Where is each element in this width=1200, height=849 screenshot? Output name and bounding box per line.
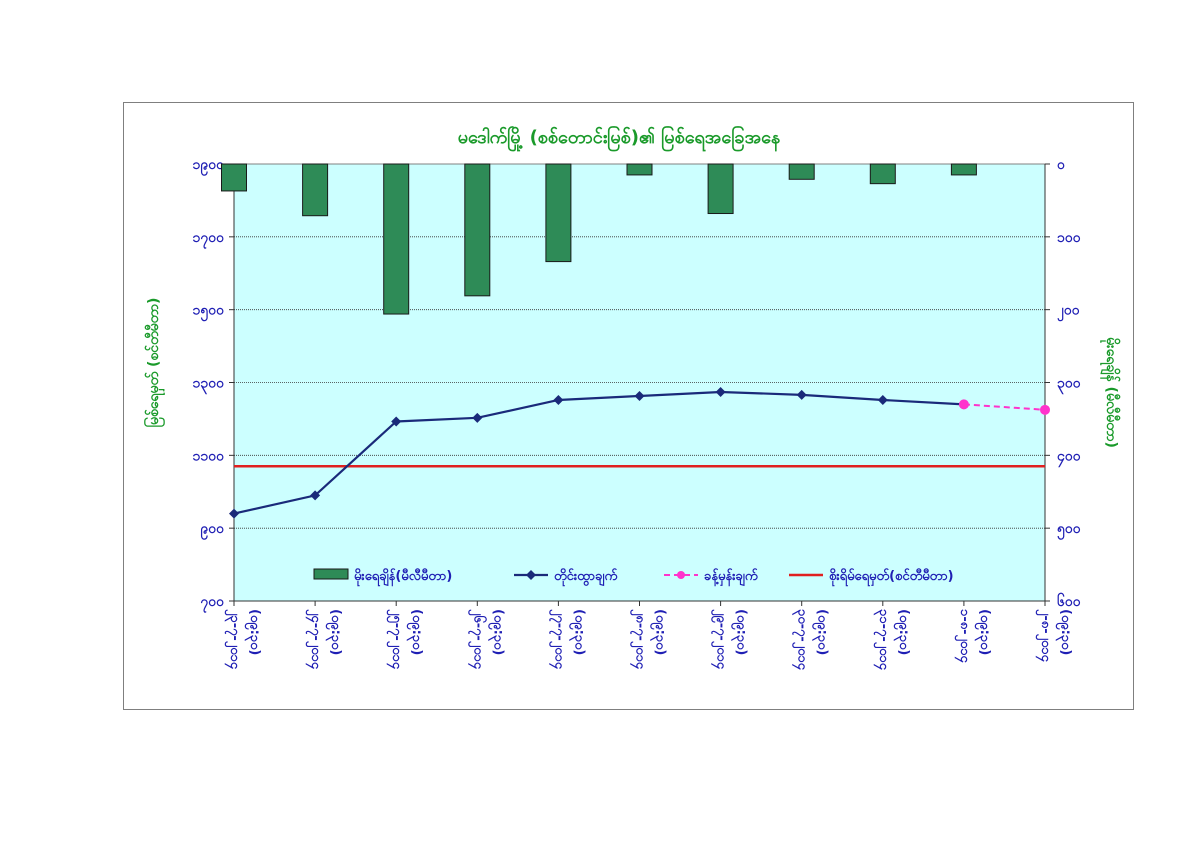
observed-point xyxy=(715,386,726,397)
y-right-tick-label: ၁၀၀ xyxy=(1057,230,1082,246)
y-right-tick-label: ၆၀၀ xyxy=(1057,593,1082,610)
y-left-tick-label: ၁၉၀၀ xyxy=(193,157,226,176)
y-left-tick-label: ၉၀၀ xyxy=(200,521,225,540)
y-right-tick-label: ၂၀၀ xyxy=(1057,303,1081,322)
y-right-axis-label: မိုးရေချိန် (မီလီမီတာ) xyxy=(1100,337,1120,448)
legend-swatch-rainfall xyxy=(313,568,349,580)
x-tick-time: (၀၉:၃၀) xyxy=(487,609,505,655)
legend-label: ခန့်မှန်းချက် xyxy=(704,567,758,587)
x-tick-time: (၀၉:၃၀) xyxy=(406,609,424,655)
y-right-tick-label: ၃၀၀ xyxy=(1057,376,1082,395)
y-left-tick-label: ၇၀၀ xyxy=(200,594,225,613)
forecast-point xyxy=(958,399,969,410)
rainfall-bar xyxy=(626,163,653,176)
rainfall-bar xyxy=(545,163,572,263)
rainfall-bar xyxy=(383,163,410,315)
x-tick-date: ၃၀-၇-၂၀၁၄ xyxy=(792,609,810,671)
observed-point xyxy=(634,390,645,401)
y-right-tick-label: ၄၀၀ xyxy=(1057,448,1082,467)
x-tick-time: (၀၉:၃၀) xyxy=(650,609,668,655)
y-right-tick-label: ၀ xyxy=(1057,157,1066,173)
x-tick-date: ၂၈-၇-၂၀၁၄ xyxy=(630,609,648,670)
observed-point xyxy=(877,394,888,405)
x-tick-time: (၀၉:၃၀) xyxy=(244,609,262,655)
y-right-tick-label: ၅၀၀ xyxy=(1057,521,1082,540)
plot-area xyxy=(233,163,1046,602)
legend-label: မိုးရေချိန်(မီလီမီတာ) xyxy=(354,567,452,587)
observed-point xyxy=(310,490,321,501)
rainfall-bar xyxy=(464,163,491,297)
chart-frame: မဒေါက်မြို့ (စစ်တောင်းမြစ်)၏ မြစ်ရေအခြေအ… xyxy=(123,102,1134,710)
observed-point xyxy=(391,416,402,427)
y-left-tick-label: ၁၃၀၀ xyxy=(193,376,226,395)
forecast-point xyxy=(1040,404,1050,415)
observed-point xyxy=(553,394,564,405)
x-tick-time: (၀၉:၃၀) xyxy=(731,609,749,655)
y-left-tick-label: ၁၁၀၀ xyxy=(193,448,226,464)
x-tick-time: (၀၉:၃၀) xyxy=(812,609,830,655)
x-tick-date: ၂၄-၇-၂၀၁၄ xyxy=(305,609,323,670)
rainfall-bar xyxy=(788,163,815,180)
x-tick-date: ၂၉-၇-၂၀၁၄ xyxy=(711,609,729,670)
rainfall-bar xyxy=(221,163,247,192)
x-tick-time: (၀၉:၃၀) xyxy=(893,609,911,655)
x-tick-date: ၁-၈-၂၀၁၄ xyxy=(954,609,972,664)
rainfall-bar xyxy=(869,163,896,185)
rainfall-bar xyxy=(302,163,329,217)
y-left-axis-label: မြစ်ရေမှတ် (စင်တီမီတာ) xyxy=(144,298,165,428)
y-left-tick-label: ၁၅၀၀ xyxy=(193,303,226,322)
chart-title: မဒေါက်မြို့ (စစ်တောင်းမြစ်)၏ မြစ်ရေအခြေအ… xyxy=(458,125,781,152)
x-tick-date: ၂၅-၇-၂၀၁၄ xyxy=(386,609,404,670)
observed-point xyxy=(229,508,239,519)
rainfall-bar xyxy=(707,163,734,215)
x-tick-time: (၀၉:၃၀) xyxy=(1055,609,1073,655)
x-tick-date: ၃၁-၇-၂၀၁၄ xyxy=(873,609,891,671)
legend-marker-observed xyxy=(526,570,536,580)
legend-label: တိုင်းထွာချက် xyxy=(554,567,617,587)
x-tick-date: ၂-၈-၂၀၁၄ xyxy=(1035,609,1053,663)
x-tick-date: ၂၃-၇-၂၀၁၄ xyxy=(224,609,242,670)
x-tick-time: (၀၉:၃၀) xyxy=(325,609,343,655)
rainfall-bar xyxy=(950,163,977,176)
y-left-tick-label: ၁၇၀၀ xyxy=(193,230,226,249)
observed-line xyxy=(233,390,964,515)
legend-label: စိုးရိမ်ရေမှတ်(စင်တီမီတာ) xyxy=(829,567,954,587)
x-tick-time: (၀၉:၃၀) xyxy=(974,609,992,655)
legend-marker-forecast xyxy=(677,571,685,579)
observed-point xyxy=(472,412,483,423)
forecast-line xyxy=(963,403,1046,411)
x-tick-date: ၂၆-၇-၂၀၁၄ xyxy=(467,609,487,670)
x-tick-time: (၀၉:၃၀) xyxy=(568,609,586,655)
observed-point xyxy=(796,389,807,400)
river-level-chart: မဒေါက်မြို့ (စစ်တောင်းမြစ်)၏ မြစ်ရေအခြေအ… xyxy=(144,125,1120,671)
x-tick-date: ၂၇-၇-၂၀၁၄ xyxy=(548,609,566,670)
